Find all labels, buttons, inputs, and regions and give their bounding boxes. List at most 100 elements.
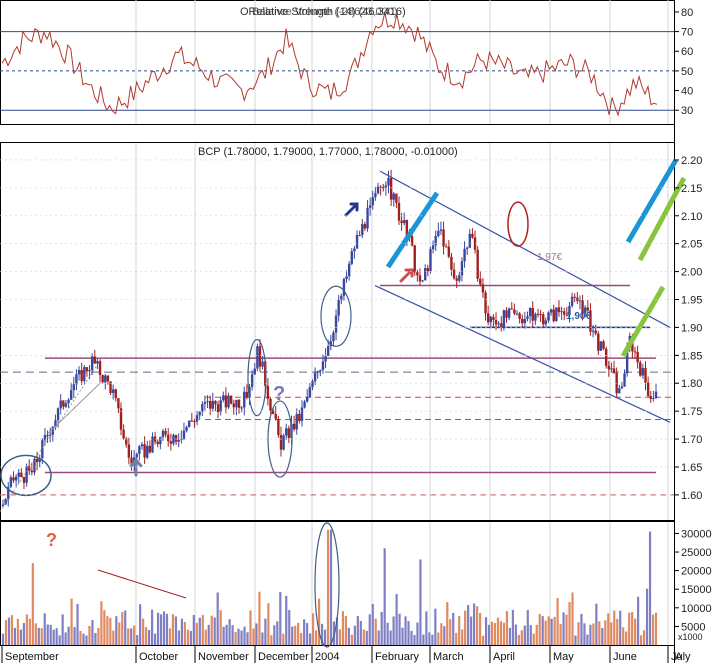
price-title: BCP (1.78000, 1.79000, 1.77000, 1.78000,… xyxy=(198,146,458,158)
volume-bar xyxy=(487,624,491,645)
volume-bar xyxy=(198,617,201,645)
volume-bar xyxy=(401,627,404,645)
candle-body xyxy=(649,395,652,399)
volume-bar xyxy=(91,620,94,645)
candle-body xyxy=(54,420,57,427)
candle-body xyxy=(300,407,304,421)
candle-body xyxy=(229,395,233,404)
candle-body xyxy=(625,347,629,374)
candle-body xyxy=(565,314,569,316)
candle-body xyxy=(164,430,167,435)
volume-bar xyxy=(314,630,318,645)
candle-body xyxy=(111,389,115,393)
volume-bar xyxy=(505,611,509,645)
candle-body xyxy=(363,224,367,229)
candle-body xyxy=(172,434,175,444)
volume-bar xyxy=(150,609,154,645)
candle-body xyxy=(303,401,306,408)
volume-bar xyxy=(481,635,485,645)
price-candles xyxy=(1,169,658,508)
candle-body xyxy=(90,356,94,370)
volume-bar xyxy=(362,629,365,645)
candle-body xyxy=(521,318,524,324)
candle-body xyxy=(169,441,173,444)
candle-body xyxy=(104,375,107,383)
candle-body xyxy=(416,272,419,276)
candle-body xyxy=(138,446,141,454)
volume-bar xyxy=(28,618,31,645)
candle-body xyxy=(75,374,78,385)
volume-bar xyxy=(344,615,347,645)
volume-bar xyxy=(246,632,249,645)
volume-bar xyxy=(371,603,374,645)
candle-body xyxy=(607,365,610,370)
candle-body xyxy=(324,355,327,362)
candle-body xyxy=(502,310,506,327)
candle-body xyxy=(510,308,513,310)
volume-bar xyxy=(529,625,532,645)
volume-bar xyxy=(297,622,300,645)
support-label: 1,90€ xyxy=(566,311,591,322)
month-label: November xyxy=(198,651,249,663)
volume-bar xyxy=(586,634,589,645)
candle-body xyxy=(174,434,178,442)
candle-body xyxy=(237,399,241,408)
volume-bar xyxy=(490,621,494,645)
candle-body xyxy=(591,330,595,332)
volume-bar xyxy=(67,626,70,645)
rsi-tick-label: 80 xyxy=(681,7,693,19)
candle-body xyxy=(429,249,432,272)
volume-bar xyxy=(46,624,49,645)
volume-bar xyxy=(648,531,652,645)
candle-body xyxy=(586,307,590,311)
volume-bar xyxy=(538,613,541,645)
volume-bar xyxy=(526,610,529,645)
candle-body xyxy=(114,389,117,399)
volume-bar xyxy=(165,613,169,645)
volume-tick-label: 25000 xyxy=(681,547,712,559)
volume-bar xyxy=(34,623,37,645)
candle-body xyxy=(549,309,553,313)
volume-bar xyxy=(213,617,216,645)
volume-bar xyxy=(478,613,482,645)
candle-body xyxy=(266,385,270,399)
volume-bar xyxy=(225,624,228,645)
volume-bar xyxy=(273,625,276,645)
price-drawings xyxy=(0,158,687,512)
price-y-axis: 2.20 2.15 2.10 2.05 2.00 1.95 1.90 1.85 1.80 1.75… xyxy=(0,155,702,502)
volume-bar xyxy=(431,634,434,645)
candle-body xyxy=(83,367,86,382)
volume-bar xyxy=(347,627,350,645)
candle-body xyxy=(117,398,120,409)
volume-bar xyxy=(222,626,225,645)
volume-bar xyxy=(437,632,440,645)
volume-bar xyxy=(13,627,17,645)
volume-bar xyxy=(607,613,610,645)
volume-bar xyxy=(642,630,646,645)
volume-bar xyxy=(61,614,64,645)
volume-bar xyxy=(484,617,488,645)
month-label: March xyxy=(433,651,464,663)
rsi-tick-label: 70 xyxy=(681,27,693,39)
volume-bar xyxy=(94,633,97,645)
volume-bar xyxy=(532,633,535,645)
candle-body xyxy=(594,330,597,334)
candle-body xyxy=(17,472,20,477)
candle-body xyxy=(599,341,603,351)
candle-body xyxy=(597,333,600,351)
candle-body xyxy=(216,404,220,413)
rsi-panel xyxy=(0,0,675,125)
volume-bar xyxy=(207,624,210,645)
volume-bar xyxy=(407,621,410,645)
volume-bar xyxy=(103,610,106,645)
volume-bar xyxy=(231,625,234,645)
candle-body xyxy=(646,382,650,396)
candle-body xyxy=(143,444,146,458)
price-tick-label: 2.00 xyxy=(681,267,702,279)
candle-body xyxy=(392,193,395,200)
volume-bar xyxy=(58,635,61,645)
candle-body xyxy=(232,403,235,408)
candle-body xyxy=(542,314,545,325)
rsi-tick-label: 30 xyxy=(681,105,693,117)
